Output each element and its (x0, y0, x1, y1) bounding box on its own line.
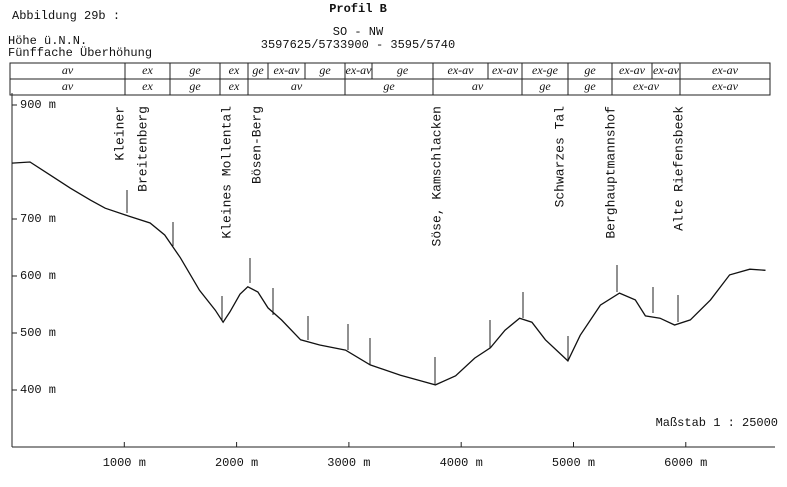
table-cell: av (62, 79, 74, 93)
table-cell: ex (142, 63, 153, 77)
x-tick-label: 3000 m (327, 456, 370, 470)
table-cell: ex (229, 63, 240, 77)
place-label: Kleines Mollental (219, 106, 234, 239)
table-cell: ex-av (633, 79, 660, 93)
table-cell: ex-av (653, 63, 680, 77)
place-label: Kleiner (112, 106, 127, 161)
geology-table: av ex ge ex ge ex-av ge ex-av ge ex-av ex-av ex-ge g… (9, 62, 771, 96)
coordinates: 3597625/5733900 - 3595/5740 (261, 38, 455, 52)
x-tick-label: 4000 m (440, 456, 483, 470)
x-tick-label: 1000 m (103, 456, 146, 470)
table-cell: ge (189, 63, 201, 77)
place-label: Breitenberg (135, 106, 150, 192)
place-label: Bösen-Berg (249, 106, 264, 184)
scale-note: Maßstab 1 : 25000 (656, 416, 778, 430)
table-cell: ex-av (448, 63, 475, 77)
table-cell: ge (397, 63, 409, 77)
table-cell: ex-av (492, 63, 519, 77)
table-cell: ex-ge (532, 63, 559, 77)
y-tick-label: 600 m (20, 269, 56, 283)
x-tick-label: 5000 m (552, 456, 595, 470)
place-label: Schwarzes Tal (552, 106, 567, 208)
location-markers (126, 190, 679, 384)
y-tick-label: 500 m (20, 326, 56, 340)
y-tick-label: 400 m (20, 383, 56, 397)
table-cell: ge (319, 63, 331, 77)
table-cell: ge (584, 79, 596, 93)
place-label: Söse, Kamschlacken (429, 106, 444, 246)
chart-subtitle: SO - NW (333, 25, 384, 39)
table-cell: ge (584, 63, 596, 77)
place-label: Alte Riefensbeek (671, 106, 686, 231)
table-cell: ge (189, 79, 201, 93)
figure-label: Abbildung 29b : (12, 9, 120, 23)
table-cell: ge (539, 79, 551, 93)
chart-title: Profil B (329, 2, 387, 16)
table-cell: av (62, 63, 74, 77)
table-cell: ex-av (346, 63, 373, 77)
table-cell: av (291, 79, 303, 93)
y-axis-label: Fünffache Überhöhung (8, 46, 152, 60)
table-cell: ex-av (619, 63, 646, 77)
table-cell: ex-av (712, 63, 739, 77)
y-tick-label: 900 m (20, 98, 56, 112)
table-cell: ge (252, 63, 264, 77)
table-cell: ge (383, 79, 395, 93)
y-axis-label: Höhe ü.N.N. (8, 34, 87, 48)
table-cell: ex (142, 79, 153, 93)
y-tick-label: 700 m (20, 212, 56, 226)
profile-line (11, 161, 766, 386)
x-tick-label: 2000 m (215, 456, 258, 470)
table-cell: ex-av (274, 63, 301, 77)
table-cell: ex-av (712, 79, 739, 93)
table-cell: ex (229, 79, 240, 93)
table-cell: av (472, 79, 484, 93)
place-label: Berghauptmannshof (603, 106, 618, 239)
x-tick-label: 6000 m (664, 456, 707, 470)
